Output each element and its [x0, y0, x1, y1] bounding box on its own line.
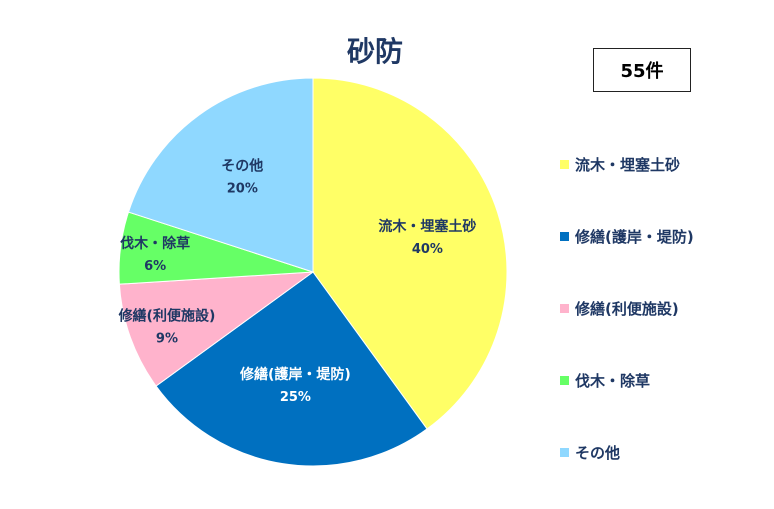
slice-value-label-0: 40%	[412, 242, 443, 257]
pie-slice-0	[312, 77, 508, 430]
legend-item-4: その他	[560, 416, 760, 488]
legend-label-2: 修繕(利便施設)	[575, 299, 679, 318]
slice-value-label-4: 20%	[227, 182, 258, 197]
slice-category-label-4: その他	[221, 158, 263, 175]
legend-item-2: 修繕(利便施設)	[560, 272, 760, 344]
legend-label-1: 修繕(護岸・堤防)	[575, 227, 694, 246]
legend-swatch-0	[560, 159, 569, 169]
legend-swatch-4	[560, 447, 569, 457]
legend-item-3: 伐木・除草	[560, 344, 760, 416]
chart-title: 砂防	[346, 35, 403, 68]
legend-swatch-1	[560, 231, 569, 241]
pie-slice-1	[155, 271, 428, 467]
legend-label-3: 伐木・除草	[575, 371, 651, 390]
legend-item-1: 修繕(護岸・堤防)	[560, 200, 760, 272]
legend-label-0: 流木・埋塞土砂	[575, 155, 681, 174]
slice-category-label-2: 修繕(利便施設)	[118, 308, 216, 325]
pie-slice-2	[118, 271, 315, 387]
slice-category-label-1: 修繕(護岸・堤防)	[239, 366, 351, 383]
slice-value-label-3: 6%	[144, 259, 166, 274]
legend-item-0: 流木・埋塞土砂	[560, 128, 760, 200]
legend: 流木・埋塞土砂 修繕(護岸・堤防) 修繕(利便施設) 伐木・除草その他	[560, 128, 760, 488]
legend-swatch-3	[560, 375, 569, 385]
legend-swatch-2	[560, 303, 569, 313]
slice-value-label-2: 9%	[156, 332, 178, 347]
slice-value-label-1: 25%	[280, 390, 311, 405]
legend-label-4: その他	[575, 443, 621, 462]
slice-category-label-3: 伐木・除草	[120, 235, 190, 252]
pie-slice-4	[127, 77, 314, 273]
slice-category-label-0: 流木・埋塞土砂	[378, 218, 476, 235]
total-count-box: 55件	[593, 48, 691, 92]
